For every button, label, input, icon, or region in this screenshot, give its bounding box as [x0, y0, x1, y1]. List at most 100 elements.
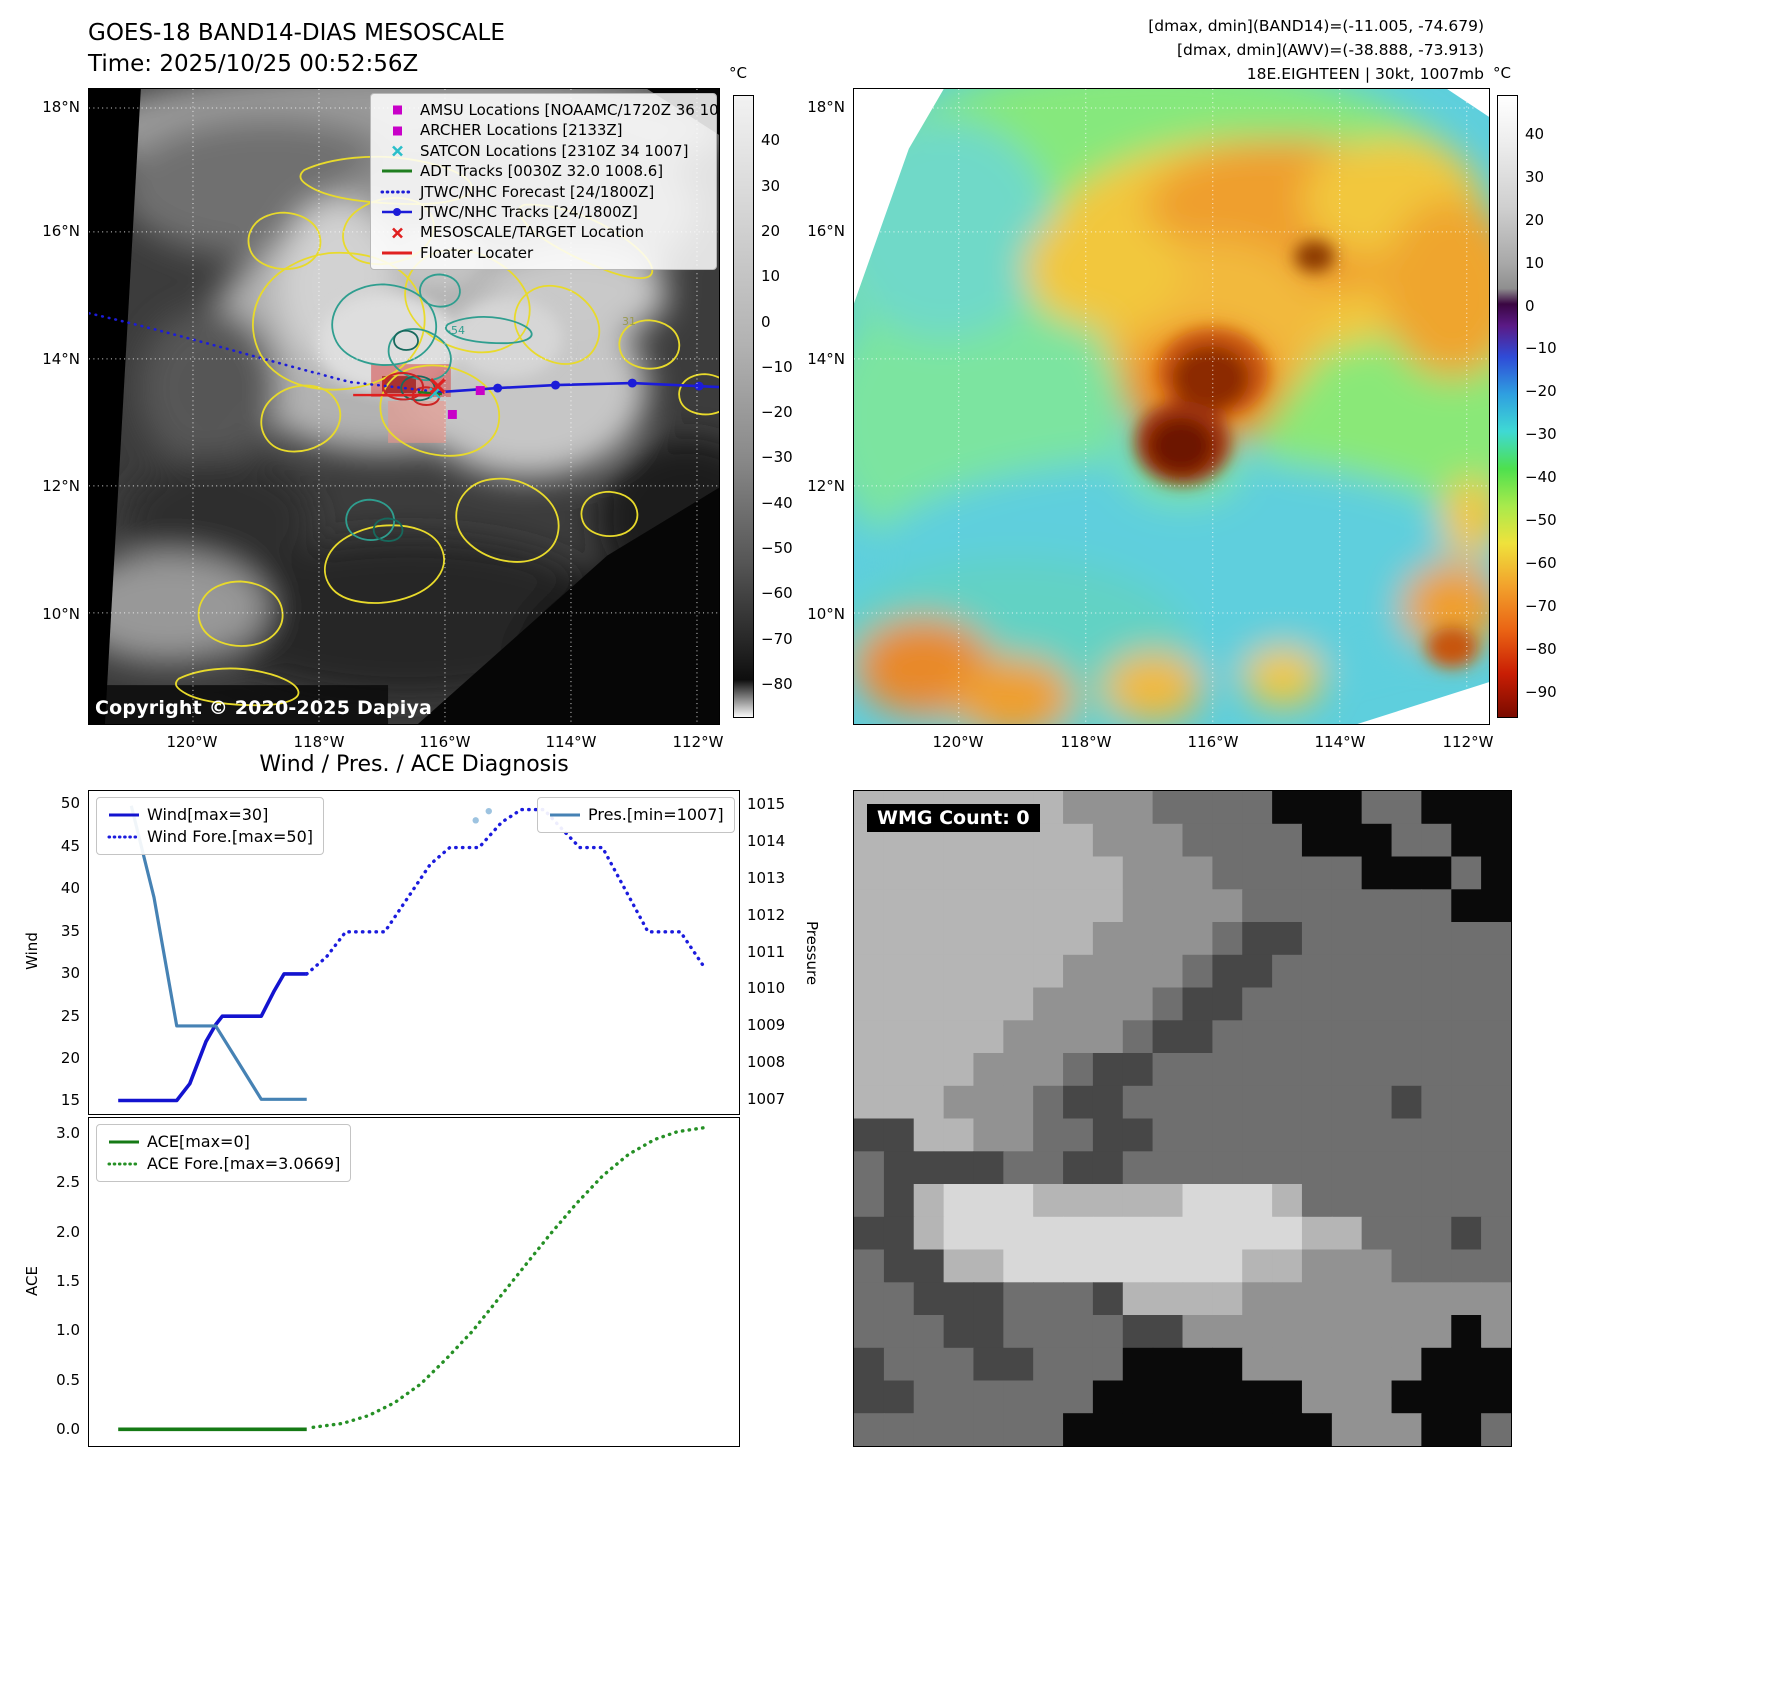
colorbar-tick: −80 — [1525, 640, 1557, 658]
colorbar-tick: −50 — [761, 539, 793, 557]
colorbar-tick: −60 — [1525, 554, 1557, 572]
legend-item-label: ACE Fore.[max=3.0669] — [147, 1153, 341, 1173]
wind-ytick-label: 15 — [60, 1091, 80, 1109]
colorbar-tick: 10 — [1525, 254, 1545, 272]
legend-item: Pres.[min=1007] — [548, 804, 724, 826]
ace-legend: ACE[max=0] ACE Fore.[max=3.0669] — [96, 1124, 352, 1182]
line-icon — [109, 1140, 139, 1144]
lat-tick-label: 14°N — [807, 350, 845, 368]
ace-plot-area — [118, 1126, 705, 1432]
colorbar-tick: −20 — [761, 403, 793, 421]
lat-tick-label: 16°N — [807, 222, 845, 240]
lat-tick-label: 12°N — [42, 477, 80, 495]
colorbar-tick: −50 — [1525, 511, 1557, 529]
x-marker-icon — [392, 145, 403, 157]
legend-item-label: AMSU Locations [NOAAMC/1720Z 36 1000] — [420, 101, 720, 119]
lon-tick-label: 116°W — [419, 733, 471, 751]
wind-ytick-label: 40 — [60, 879, 80, 897]
ace-ytick-label: 2.0 — [56, 1223, 80, 1241]
pressure-ytick-label: 1015 — [747, 795, 786, 813]
line-icon — [382, 169, 412, 173]
legend-item: ACE[max=0] — [107, 1131, 340, 1153]
colorbar-tick: 10 — [761, 267, 781, 285]
wmg-map-art — [854, 791, 1511, 1446]
dotted-line-icon — [107, 1162, 141, 1166]
lat-tick-label: 14°N — [42, 350, 80, 368]
awv-header-line1: [dmax, dmin](BAND14)=(-11.005, -74.679) — [1148, 17, 1484, 35]
band14-map: AMSU Locations [NOAAMC/1720Z 36 1000] ARC… — [88, 88, 720, 725]
lat-tick-label: 10°N — [807, 605, 845, 623]
colorbar-tick: −30 — [761, 448, 793, 466]
awv-map-art — [854, 89, 1489, 724]
legend-item-label: ARCHER Locations [2133Z] — [420, 121, 623, 140]
x-marker-icon — [392, 227, 403, 238]
legend-item-label: ACE[max=0] — [147, 1132, 250, 1151]
colorbar-tick: 0 — [1525, 297, 1535, 315]
awv-colorbar-unit: °C — [1493, 64, 1511, 82]
lat-tick-label: 12°N — [807, 477, 845, 495]
lon-tick-label: 118°W — [293, 733, 345, 751]
wmg-count-badge: WMG Count: 0 — [867, 804, 1040, 832]
awv-header: [dmax, dmin](BAND14)=(-11.005, -74.679) … — [1000, 14, 1484, 86]
lon-tick-label: 112°W — [1442, 733, 1494, 751]
band14-title-line2: Time: 2025/10/25 00:52:56Z — [88, 51, 419, 78]
wind-legend: Wind[max=30] Wind Fore.[max=50] — [96, 797, 324, 855]
lat-tick-label: 16°N — [42, 222, 80, 240]
band14-title-line1: GOES-18 BAND14-DIAS MESOSCALE — [88, 20, 505, 46]
legend-item-label: MESOSCALE/TARGET Location — [420, 223, 645, 242]
ace-ytick-label: 0.0 — [56, 1420, 80, 1438]
wind-ytick-label: 20 — [60, 1049, 80, 1067]
awv-map — [853, 88, 1490, 725]
legend-item: Wind[max=30] — [107, 804, 313, 826]
colorbar-tick: 30 — [761, 177, 781, 195]
legend-item-label: Wind[max=30] — [147, 805, 269, 824]
legend-item: JTWC/NHC Tracks [24/1800Z] — [380, 202, 707, 222]
colorbar-tick: 0 — [761, 313, 771, 331]
colorbar-tick: −70 — [1525, 597, 1557, 615]
legend-item: Wind Fore.[max=50] — [107, 826, 313, 848]
legend-item: ARCHER Locations [2133Z] — [380, 120, 707, 140]
square-marker-icon — [393, 105, 402, 115]
wind-pressure-plot-area — [118, 805, 705, 1103]
awv-header-line2: [dmax, dmin](AWV)=(-38.888, -73.913) — [1177, 41, 1484, 60]
legend-item: AMSU Locations [NOAAMC/1720Z 36 1000] — [380, 100, 719, 120]
pressure-ytick-label: 1012 — [747, 906, 786, 924]
colorbar-tick: −80 — [761, 675, 793, 693]
pressure-legend: Pres.[min=1007] — [537, 797, 735, 833]
ace-ytick-label: 1.0 — [56, 1321, 80, 1339]
legend-item: Floater Locater — [380, 243, 707, 263]
pressure-ytick-label: 1007 — [747, 1090, 786, 1108]
legend-item-label: Wind Fore.[max=50] — [147, 826, 313, 846]
line-dot-icon — [382, 208, 412, 217]
colorbar-tick: 40 — [1525, 125, 1545, 143]
colorbar-tick: 30 — [1525, 168, 1545, 186]
legend-item-label: ADT Tracks [0030Z 32.0 1008.6] — [420, 162, 664, 181]
lon-tick-label: 112°W — [672, 733, 724, 751]
lon-tick-label: 114°W — [545, 733, 597, 751]
legend-item: ADT Tracks [0030Z 32.0 1008.6] — [380, 161, 707, 181]
legend-item-label: Pres.[min=1007] — [588, 805, 724, 824]
contour-label: -54 — [447, 324, 465, 337]
ace-ytick-label: 2.5 — [56, 1173, 80, 1191]
wind-ytick-label: 25 — [60, 1007, 80, 1025]
lon-tick-label: 120°W — [166, 733, 218, 751]
wind-ytick-label: 35 — [60, 922, 80, 940]
band14-colorbar — [733, 95, 754, 718]
band14-legend: AMSU Locations [NOAAMC/1720Z 36 1000] ARC… — [370, 93, 719, 271]
legend-item: ACE Fore.[max=3.0669] — [107, 1153, 340, 1175]
pressure-axis-label: Pressure — [803, 921, 821, 986]
lon-tick-label: 116°W — [1187, 733, 1239, 751]
colorbar-tick: −10 — [761, 358, 793, 376]
legend-item-label: Floater Locater — [420, 243, 534, 262]
legend-item: JTWC/NHC Forecast [24/1800Z] — [380, 182, 707, 202]
colorbar-tick: −10 — [1525, 339, 1557, 357]
colorbar-tick: −30 — [1525, 425, 1557, 443]
ace-ytick-label: 0.5 — [56, 1371, 80, 1389]
lat-tick-label: 10°N — [42, 605, 80, 623]
dotted-line-icon — [380, 190, 414, 194]
wind-ytick-label: 45 — [60, 837, 80, 855]
lon-tick-label: 120°W — [932, 733, 984, 751]
pressure-ytick-label: 1009 — [747, 1016, 786, 1034]
colorbar-tick: 20 — [1525, 211, 1545, 229]
